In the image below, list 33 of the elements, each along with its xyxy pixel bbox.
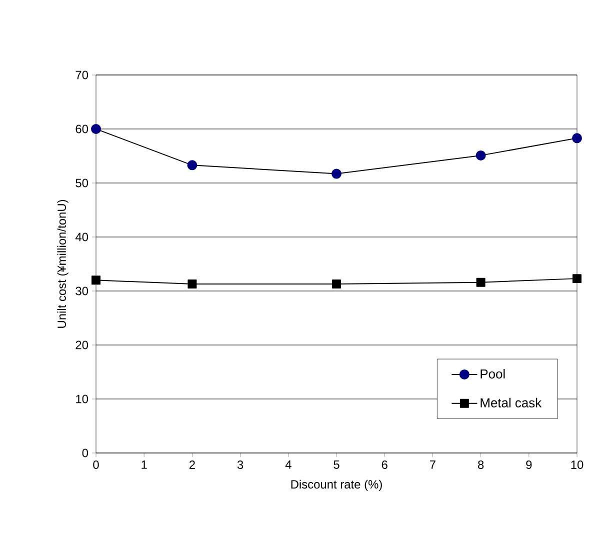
- point: [92, 276, 101, 285]
- point: [476, 278, 486, 287]
- legend-label: Metal cask: [480, 398, 542, 408]
- x-tick-label: 8: [478, 460, 484, 469]
- point: [187, 160, 198, 170]
- y-tick-label: 30: [76, 286, 88, 296]
- point: [332, 279, 342, 288]
- point: [188, 279, 197, 288]
- point: [476, 150, 486, 160]
- x-tick-label: 1: [142, 460, 147, 469]
- y-tick-label: 40: [75, 232, 88, 242]
- point: [91, 124, 102, 134]
- y-tick-label: 50: [76, 178, 88, 188]
- x-tick-label: 5: [334, 460, 340, 469]
- x-tick-label: 7: [430, 460, 436, 469]
- x-tick-label: 9: [526, 460, 532, 469]
- x-tick-label: 10: [571, 460, 584, 469]
- y-tick-label: 70: [76, 70, 88, 80]
- x-tick-label: 2: [189, 460, 195, 469]
- point: [572, 274, 582, 284]
- y-tick-label: 10: [76, 394, 88, 404]
- y-tick-label: 20: [76, 340, 88, 350]
- x-tick-label: 0: [93, 460, 99, 469]
- x-tick-label: 6: [382, 460, 388, 469]
- legend-label: Pool: [480, 369, 505, 379]
- point: [572, 133, 582, 144]
- y-tick-label: 0: [82, 448, 88, 458]
- y-tick-label: 60: [76, 124, 88, 134]
- x-tick-label: 3: [237, 460, 244, 469]
- x-axis-title: Discount rate (%): [291, 480, 382, 491]
- y-axis-title: Unilt cost (¥million/tonU): [57, 200, 68, 328]
- point: [332, 168, 342, 179]
- x-tick-label: 4: [285, 460, 292, 469]
